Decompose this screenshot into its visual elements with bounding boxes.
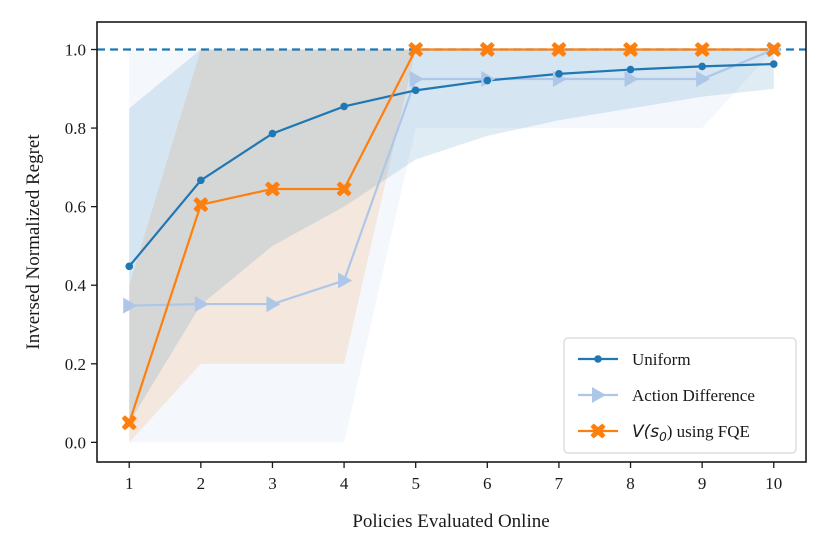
point-uniform-9 bbox=[698, 62, 706, 71]
point-action-difference-3 bbox=[266, 296, 281, 313]
point-uniform-8 bbox=[626, 65, 635, 74]
line-v-s0-using-fqe bbox=[128, 48, 774, 424]
band-uniform bbox=[129, 49, 774, 423]
legend: Uniform Action Difference V(s0) using FQ… bbox=[563, 337, 797, 454]
y-tick-label-0: 0.0 bbox=[65, 433, 86, 452]
x-tick-label-8: 8 bbox=[626, 474, 635, 493]
point-v-s0-using-fqe-10 bbox=[766, 42, 782, 57]
point-action-difference-1 bbox=[123, 297, 138, 314]
x-tick-label-10: 10 bbox=[765, 474, 782, 493]
x-tick-label-4: 4 bbox=[340, 474, 349, 493]
y-tick-label-5: 1.0 bbox=[65, 41, 86, 60]
point-uniform-10 bbox=[769, 60, 778, 68]
y-axis-ticks: 0.0 0.2 0.4 0.6 0.8 1.0 bbox=[65, 41, 97, 452]
point-uniform-4 bbox=[340, 102, 348, 111]
legend-box bbox=[563, 337, 797, 454]
point-uniform-6 bbox=[483, 76, 492, 85]
legend-label-action-difference: Action Difference bbox=[632, 386, 755, 405]
x-axis-ticks: 1 2 3 4 5 6 7 8 9 10 bbox=[125, 462, 782, 493]
y-tick-label-2: 0.4 bbox=[65, 276, 87, 295]
point-action-difference-2 bbox=[194, 296, 209, 313]
point-v-s0-using-fqe-2 bbox=[193, 197, 209, 213]
legend-label-fqe: V(s0) using FQE bbox=[632, 422, 750, 444]
point-action-difference-5 bbox=[409, 70, 424, 87]
legend-marker-v-s0-using-fqe bbox=[590, 423, 606, 439]
legend-marker-action-difference bbox=[592, 387, 606, 403]
point-uniform-7 bbox=[555, 70, 563, 78]
legend-swatches bbox=[578, 355, 618, 439]
point-v-s0-using-fqe-7 bbox=[551, 42, 567, 57]
point-action-difference-9 bbox=[696, 70, 711, 87]
line-action-difference bbox=[129, 48, 775, 307]
line-uniform bbox=[128, 62, 774, 268]
point-v-s0-using-fqe-4 bbox=[336, 181, 352, 197]
band-v-s0-using-fqe bbox=[129, 49, 774, 443]
legend-fqe-subscript: 0 bbox=[659, 430, 667, 444]
point-v-s0-using-fqe-1 bbox=[121, 415, 137, 431]
y-tick-label-1: 0.2 bbox=[65, 355, 86, 374]
legend-label-uniform: Uniform bbox=[632, 350, 691, 369]
point-uniform-1 bbox=[125, 262, 134, 271]
x-tick-label-7: 7 bbox=[555, 474, 564, 493]
x-axis-label: Policies Evaluated Online bbox=[352, 511, 549, 532]
x-tick-label-6: 6 bbox=[483, 474, 492, 493]
confidence-bands bbox=[129, 49, 774, 443]
x-tick-label-1: 1 bbox=[125, 474, 134, 493]
series-lines bbox=[128, 48, 775, 424]
y-tick-label-4: 0.8 bbox=[65, 119, 86, 138]
point-uniform-3 bbox=[268, 129, 277, 138]
y-axis-label: Inversed Normalized Regret bbox=[23, 134, 44, 350]
point-v-s0-using-fqe-3 bbox=[264, 181, 280, 197]
point-action-difference-4 bbox=[338, 272, 353, 289]
legend-fqe-prefix: V(s bbox=[632, 422, 659, 442]
point-v-s0-using-fqe-6 bbox=[479, 42, 495, 57]
point-action-difference-8 bbox=[624, 70, 639, 87]
point-v-s0-using-fqe-5 bbox=[408, 42, 424, 57]
x-tick-label-5: 5 bbox=[411, 474, 420, 493]
point-uniform-5 bbox=[411, 86, 420, 95]
x-tick-label-2: 2 bbox=[197, 474, 206, 493]
plot-frame bbox=[96, 21, 807, 463]
legend-fqe-suffix: ) using FQE bbox=[667, 422, 750, 441]
x-tick-label-9: 9 bbox=[698, 474, 707, 493]
point-v-s0-using-fqe-8 bbox=[623, 42, 639, 57]
point-v-s0-using-fqe-9 bbox=[694, 42, 710, 57]
x-tick-label-3: 3 bbox=[268, 474, 277, 493]
point-uniform-2 bbox=[197, 176, 205, 185]
band-action-difference bbox=[129, 49, 774, 443]
y-tick-label-3: 0.6 bbox=[65, 198, 86, 217]
series-markers bbox=[121, 41, 782, 431]
legend-marker-uniform bbox=[594, 355, 602, 363]
